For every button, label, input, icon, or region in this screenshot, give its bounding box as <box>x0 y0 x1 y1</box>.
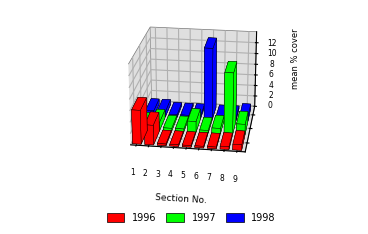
Legend: 1996, 1997, 1998: 1996, 1997, 1998 <box>103 209 280 227</box>
X-axis label: Section No.: Section No. <box>155 193 207 205</box>
